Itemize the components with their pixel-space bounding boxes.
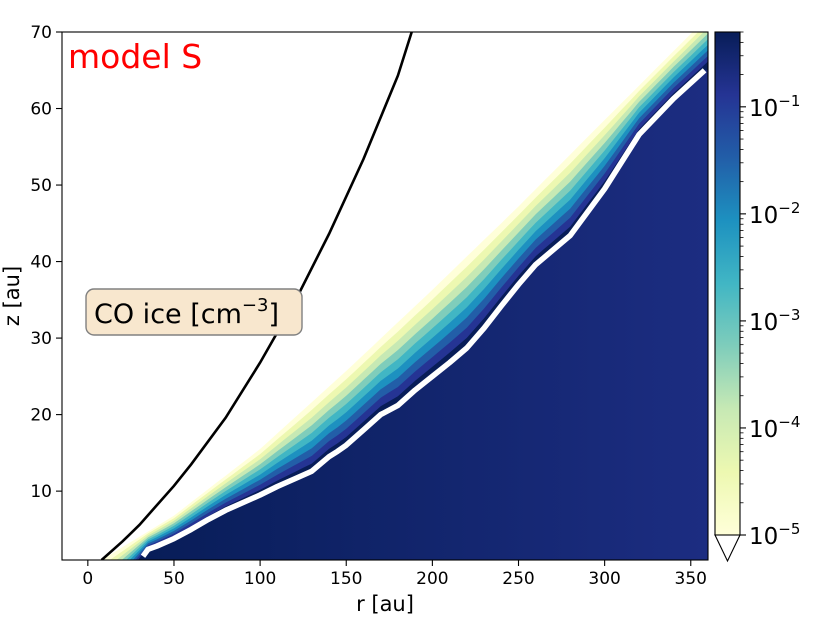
x-tick-label: 0 (82, 569, 93, 589)
x-tick-label: 50 (163, 569, 185, 589)
plot-frame (61, 31, 709, 561)
y-tick-label: 50 (30, 176, 52, 196)
quantity-label: CO ice [cm−3] (94, 295, 279, 330)
x-axis-label: r [au] (356, 592, 414, 616)
model-label: model S (68, 37, 202, 76)
colorbar-gradient (715, 32, 740, 535)
y-tick-label: 70 (30, 23, 52, 43)
y-tick-label: 30 (30, 329, 52, 349)
colorbar-frame (714, 31, 741, 536)
x-tick-label: 200 (416, 569, 448, 589)
y-axis: 10 20 30 40 50 60 70 (30, 23, 62, 502)
y-tick-label: 40 (30, 253, 52, 273)
y-axis-label: z [au] (0, 266, 24, 326)
quantity-label-exponent: −3 (242, 295, 269, 316)
y-tick-label: 60 (30, 100, 52, 120)
colorbar-tick-label: 10−2 (749, 199, 800, 229)
x-tick-label: 350 (675, 569, 707, 589)
x-tick-label: 100 (244, 569, 276, 589)
colorbar-tick-label: 10−1 (749, 92, 800, 122)
colorbar: 10−5 10−4 10−3 10−2 10−1 (714, 31, 800, 563)
black-curve-line (100, 32, 413, 560)
dense-region-shading (143, 70, 708, 560)
colorbar-ticks: 10−5 10−4 10−3 10−2 10−1 (740, 31, 800, 550)
colorbar-tick-label: 10−5 (749, 520, 800, 550)
plot-area (62, 32, 708, 560)
x-tick-label: 250 (502, 569, 534, 589)
x-tick-label: 150 (330, 569, 362, 589)
white-contour-line (140, 68, 707, 558)
y-tick-label: 10 (30, 482, 52, 502)
x-axis: 0 50 100 150 200 250 300 350 (82, 560, 707, 589)
colorbar-tick-label: 10−4 (749, 413, 800, 443)
y-tick-label: 20 (30, 406, 52, 426)
colorbar-tick-label: 10−3 (749, 306, 800, 336)
x-tick-label: 300 (588, 569, 620, 589)
colorbar-extend-min (714, 534, 741, 563)
quantity-label-box: CO ice [cm−3] (85, 288, 303, 336)
